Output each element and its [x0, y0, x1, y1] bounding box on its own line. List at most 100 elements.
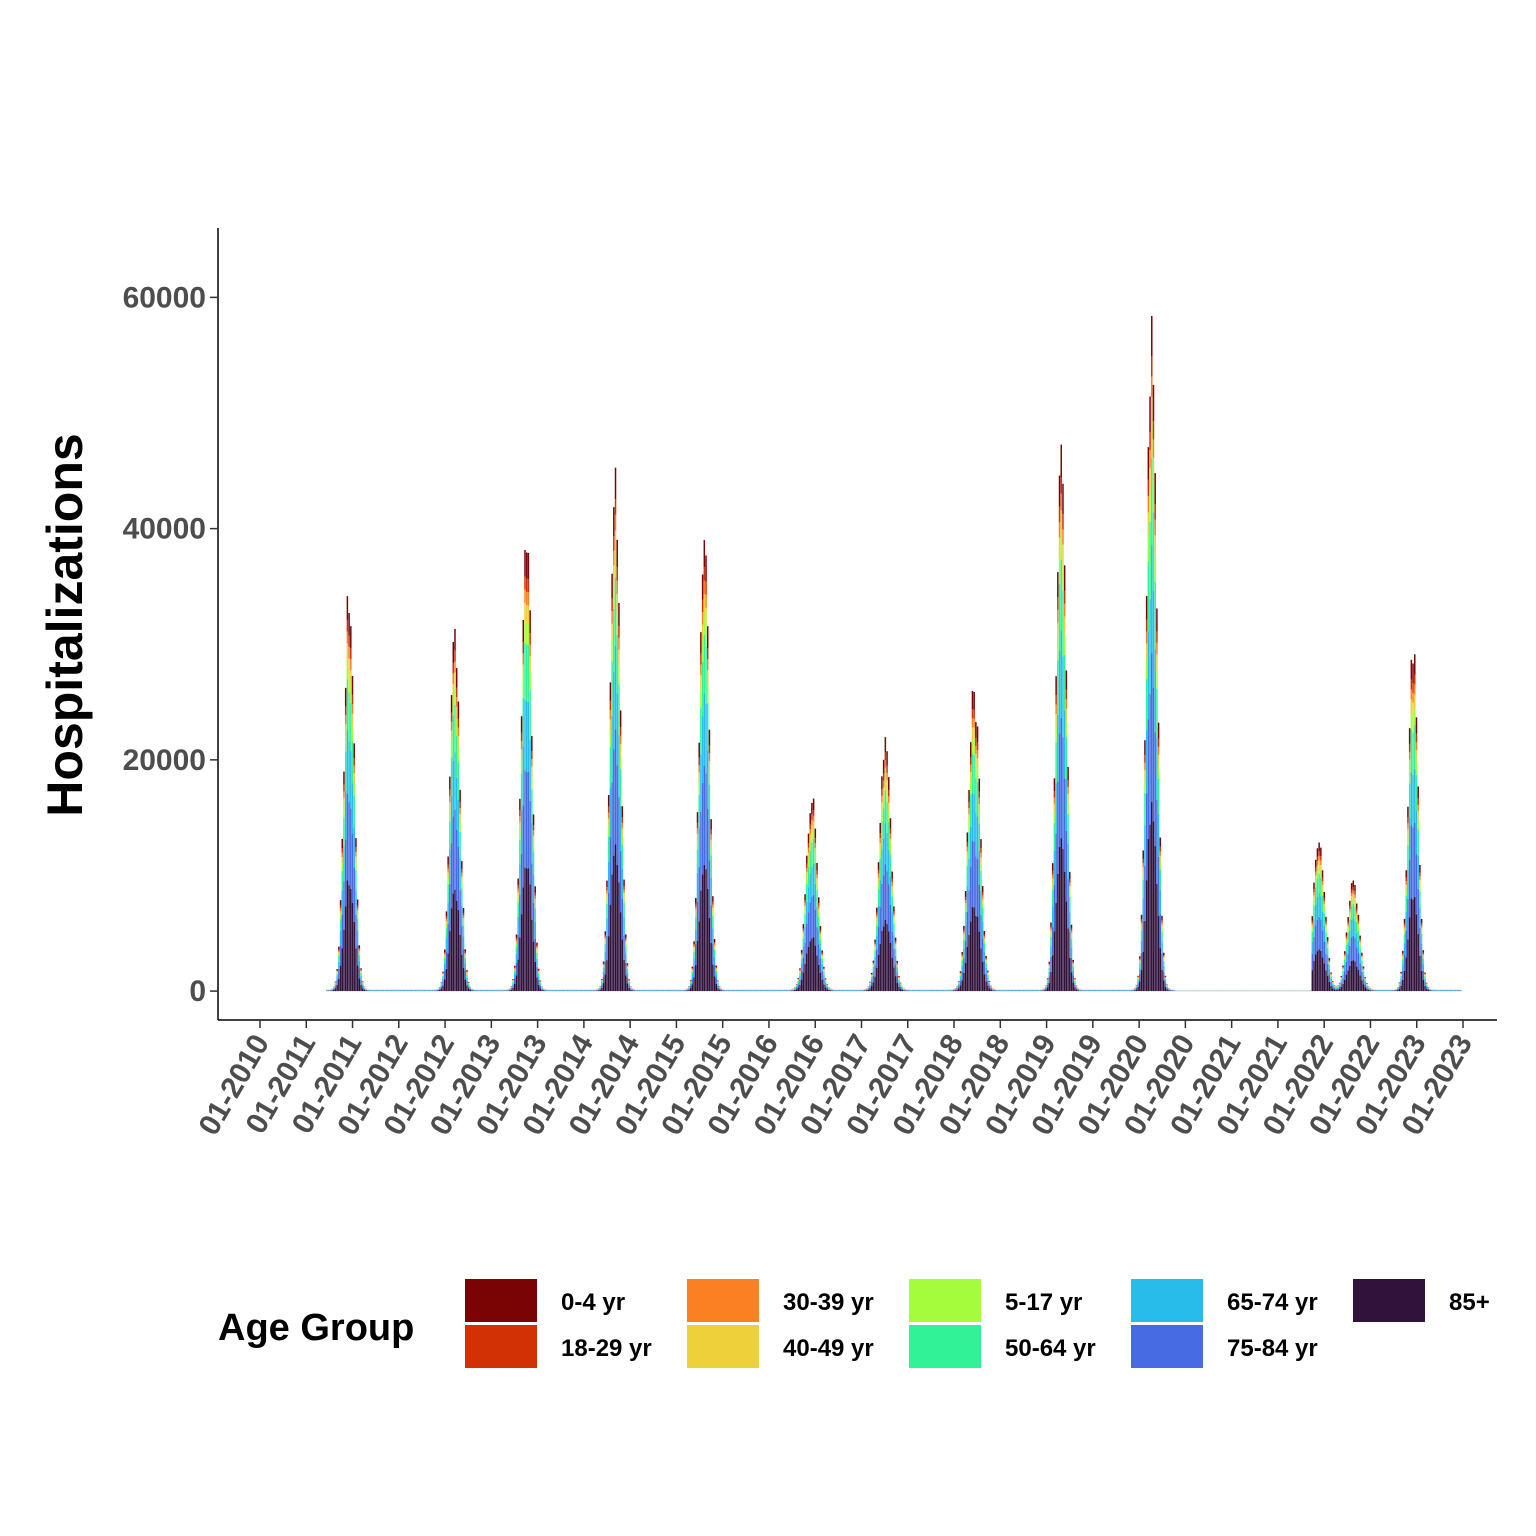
bar-segment [964, 907, 967, 913]
bar-segment [1357, 930, 1360, 941]
bar-segment [710, 829, 712, 835]
bar-segment [355, 851, 357, 857]
bar-segment [447, 856, 449, 865]
bar-segment [958, 984, 960, 987]
bar-segment [695, 906, 697, 910]
bar-segment [1070, 930, 1073, 933]
bar-segment [985, 981, 987, 992]
bar-segment [691, 966, 694, 969]
bar-segment [1140, 914, 1143, 920]
bar-segment [613, 608, 615, 672]
bar-segment [978, 850, 981, 885]
bar-segment [879, 880, 881, 908]
bar-segment [1419, 876, 1421, 881]
bar-segment [879, 843, 881, 850]
bar-segment [350, 669, 352, 685]
bar-segment [703, 540, 706, 568]
bar-segment [524, 867, 526, 992]
bar-segment [1166, 987, 1168, 990]
bar-segment [987, 973, 989, 975]
bar-segment [811, 819, 813, 826]
bar-segment [604, 938, 607, 941]
bar-segment [515, 941, 518, 944]
bar-segment [877, 889, 880, 906]
bar-segment [604, 974, 607, 992]
bar-segment [1410, 689, 1413, 700]
bar-segment [350, 648, 352, 659]
bar-segment [450, 695, 453, 713]
bar-segment [1408, 917, 1411, 992]
bar-segment [459, 814, 461, 823]
bar-segment [1152, 688, 1155, 822]
bar-segment [348, 635, 350, 648]
bar-segment [874, 947, 876, 951]
bar-segment [824, 978, 827, 980]
bar-segment [1419, 864, 1421, 873]
bar-segment [1362, 968, 1365, 970]
bar-segment [869, 986, 871, 989]
bar-segment [1402, 954, 1404, 956]
bar-segment [1323, 912, 1325, 926]
bar-segment [710, 839, 712, 847]
bar-segment [713, 943, 716, 946]
bar-segment [1133, 989, 1136, 991]
bar-segment [975, 754, 977, 766]
bar-segment [700, 653, 702, 665]
bar-segment [452, 893, 455, 992]
bar-segment [338, 952, 340, 954]
bar-segment [1162, 980, 1165, 992]
bar-segment [1357, 924, 1360, 928]
bar-segment [968, 814, 970, 823]
bar-segment [447, 884, 449, 903]
bar-segment [351, 713, 354, 727]
bar-segment [1364, 979, 1366, 981]
bar-segment [356, 904, 359, 908]
bar-segment [464, 954, 466, 956]
bar-segment [1145, 631, 1148, 644]
bar-segment [360, 969, 362, 971]
bar-segment [442, 973, 444, 974]
bar-segment [817, 908, 820, 913]
bar-segment [1325, 970, 1327, 992]
bar-segment [1313, 905, 1315, 920]
bar-segment [689, 980, 692, 981]
bar-segment [809, 829, 811, 835]
bar-segment [891, 912, 893, 932]
bar-segment [350, 684, 352, 703]
bar-segment [961, 956, 963, 959]
bar-segment [877, 877, 880, 883]
bar-segment [1325, 953, 1327, 971]
bar-segment [800, 970, 803, 980]
bar-segment [1354, 901, 1356, 908]
bar-segment [525, 771, 528, 869]
bar-segment [353, 827, 355, 868]
bar-segment [879, 849, 881, 859]
bar-segment [607, 936, 610, 992]
bar-segment [891, 871, 893, 879]
bar-segment [819, 972, 822, 992]
bar-segment [621, 869, 624, 899]
bar-segment [1074, 980, 1076, 981]
bar-segment [437, 990, 439, 992]
bar-segment [971, 739, 974, 755]
bar-segment [353, 765, 355, 774]
bar-segment [963, 936, 965, 940]
bar-segment [606, 918, 608, 936]
bar-segment [1053, 931, 1056, 992]
bar-segment [360, 970, 362, 972]
bar-segment [471, 990, 473, 992]
bar-segment [867, 988, 870, 989]
bar-segment [799, 979, 801, 985]
bar-segment [807, 843, 810, 848]
bar-segment [1316, 878, 1319, 897]
bar-segment [616, 593, 618, 613]
bar-segment [700, 689, 702, 708]
bar-segment [351, 783, 354, 834]
bar-segment [1051, 890, 1054, 907]
bar-segment [894, 942, 897, 945]
bar-segment [865, 990, 868, 992]
bar-segment [531, 863, 533, 920]
bar-segment [879, 838, 881, 844]
bar-segment [510, 988, 513, 990]
